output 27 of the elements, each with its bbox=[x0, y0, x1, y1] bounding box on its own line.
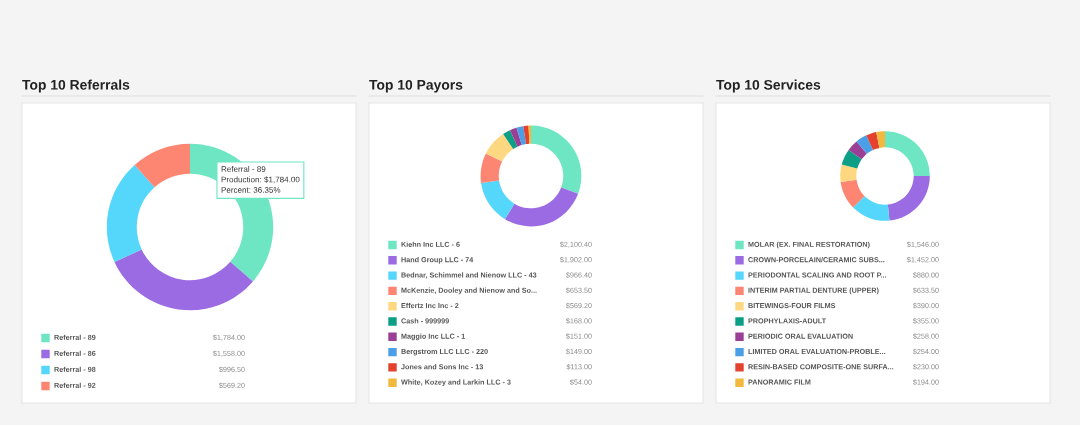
text: Referral - 89 Production: $1,784.00 Percent: 36.35% bbox=[221, 166, 300, 193]
donut-slice bbox=[480, 153, 503, 183]
donut-slice bbox=[134, 143, 190, 188]
donut-slice bbox=[485, 133, 514, 162]
donut-slice bbox=[531, 125, 582, 194]
donut-slice bbox=[840, 164, 858, 183]
chart-title: Top 10 Payors bbox=[369, 79, 463, 93]
donut-slice bbox=[481, 180, 515, 220]
donut-slice bbox=[840, 179, 865, 208]
donut-slice bbox=[528, 125, 531, 144]
donut-slice bbox=[510, 127, 522, 147]
donut-slice bbox=[876, 131, 885, 148]
donut-slice bbox=[503, 130, 518, 150]
donut-slice bbox=[523, 125, 530, 145]
chart-title: Top 10 Services bbox=[716, 79, 821, 93]
donut-slice bbox=[848, 141, 867, 160]
donut-slice bbox=[856, 135, 874, 154]
donut-slice bbox=[853, 196, 890, 221]
donut-slice bbox=[106, 164, 155, 262]
donut-slice bbox=[516, 126, 527, 146]
donut-slice bbox=[887, 175, 930, 221]
donut-slice bbox=[885, 131, 930, 176]
donut-slice bbox=[504, 187, 579, 227]
donut-slice bbox=[114, 249, 253, 311]
donut-slice bbox=[866, 132, 880, 150]
chart-title: Top 10 Referrals bbox=[22, 79, 130, 93]
donut-slice bbox=[841, 149, 862, 169]
